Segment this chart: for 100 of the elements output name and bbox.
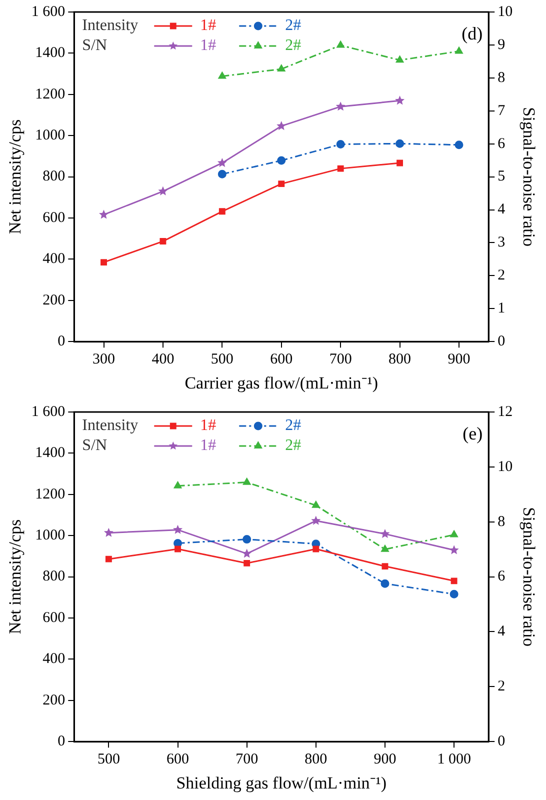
x-tick-label: 600: [166, 752, 190, 768]
point: [380, 579, 390, 588]
point: [450, 578, 458, 584]
point: [217, 158, 227, 167]
y2-tick-label: 9: [498, 36, 506, 53]
x-tick-label: 300: [92, 352, 116, 368]
y-tick-label: 1200: [35, 486, 66, 502]
point: [174, 538, 182, 548]
y2-tick-label: 10: [498, 458, 513, 475]
annotation: (e): [462, 424, 483, 444]
y-tick-label: 400: [42, 251, 66, 268]
legend-label: 1#: [200, 17, 216, 34]
point: [100, 259, 107, 266]
y2-tick-label: 4: [498, 624, 506, 640]
y-tick-label: 800: [42, 568, 66, 585]
y2-axis-title: Signal-to-noise ratio: [519, 507, 538, 646]
y-tick-label: 200: [42, 292, 66, 308]
y2-tick-label: 8: [498, 70, 506, 86]
point: [337, 165, 344, 172]
y-tick-label: 1400: [35, 445, 66, 462]
point: [455, 46, 463, 54]
point: [158, 186, 168, 196]
x-tick-label: 800: [388, 352, 412, 368]
y2-tick-label: 6: [498, 568, 506, 585]
point: [99, 210, 109, 219]
legend-label: 1#: [200, 37, 216, 54]
point: [454, 140, 464, 150]
point: [105, 556, 112, 562]
point: [243, 478, 251, 485]
y-tick-label: 200: [42, 692, 66, 708]
y-tick-label: 0: [58, 334, 66, 350]
x-tick-label: 700: [236, 752, 258, 768]
point: [278, 180, 285, 188]
y2-tick-label: 2: [498, 268, 506, 284]
annotation: S/N: [82, 437, 108, 454]
point: [174, 482, 182, 488]
y2-tick-label: 2: [498, 678, 506, 695]
y-tick-label: 1 600: [31, 4, 66, 20]
y2-tick-label: 10: [498, 4, 513, 20]
legend-label: 1#: [200, 437, 216, 454]
point: [396, 160, 404, 166]
point: [312, 546, 320, 552]
point: [381, 545, 389, 552]
y2-tick-label: 7: [498, 102, 506, 119]
annotation: Intensity: [82, 417, 138, 434]
point: [278, 64, 286, 72]
y2-tick-label: 0: [498, 334, 506, 350]
point: [276, 121, 286, 130]
point: [336, 102, 346, 111]
point: [449, 545, 459, 554]
point: [380, 528, 390, 538]
x-axis-title: Shielding gas flow/(mL·min⁻¹): [176, 773, 387, 792]
y-axis-title: Net intensity/cps: [6, 119, 25, 234]
y2-tick-label: 1: [498, 300, 506, 317]
x-tick-label: 900: [374, 752, 396, 768]
point: [450, 590, 458, 598]
point: [382, 563, 388, 570]
point: [174, 546, 181, 552]
x-tick-label: 900: [448, 352, 470, 368]
x-tick-label: 500: [97, 752, 120, 768]
x-tick-label: 1 000: [437, 752, 471, 768]
point: [242, 548, 252, 558]
x-tick-label: 800: [304, 752, 328, 768]
y-tick-label: 800: [42, 168, 66, 185]
y2-tick-label: 5: [498, 168, 506, 185]
y-tick-label: 400: [42, 651, 66, 668]
y-tick-label: 600: [42, 610, 66, 626]
y-tick-label: 0: [58, 734, 66, 750]
point: [218, 72, 226, 79]
annotation: Intensity: [82, 17, 138, 34]
x-axis-title: Carrier gas flow/(mL·min⁻¹): [184, 373, 378, 392]
point: [277, 156, 286, 165]
y2-axis-title: Signal-to-noise ratio: [519, 107, 538, 246]
point: [396, 139, 404, 148]
point: [395, 96, 405, 105]
x-tick-label: 700: [329, 352, 352, 368]
point: [311, 516, 321, 525]
legend-label: 2#: [285, 437, 302, 454]
point: [218, 208, 226, 215]
point: [336, 41, 344, 48]
y-tick-label: 1400: [35, 45, 66, 62]
legend-label: 2#: [285, 417, 302, 434]
point: [396, 56, 404, 63]
point: [336, 140, 345, 148]
x-tick-label: 500: [210, 352, 234, 368]
point: [104, 528, 114, 537]
y-tick-label: 1000: [35, 528, 66, 544]
point: [242, 535, 252, 544]
annotation: (d): [462, 24, 483, 44]
y2-tick-label: 0: [498, 734, 506, 750]
y2-tick-label: 8: [498, 514, 506, 530]
point: [244, 560, 250, 566]
annotation: S/N: [82, 37, 108, 54]
y-tick-label: 1 600: [31, 404, 66, 420]
y-tick-label: 1200: [35, 86, 66, 102]
x-tick-label: 400: [152, 352, 174, 368]
x-tick-label: 600: [270, 352, 293, 368]
legend-label: 2#: [285, 37, 302, 54]
legend-label: 2#: [285, 17, 302, 34]
point: [218, 170, 226, 178]
